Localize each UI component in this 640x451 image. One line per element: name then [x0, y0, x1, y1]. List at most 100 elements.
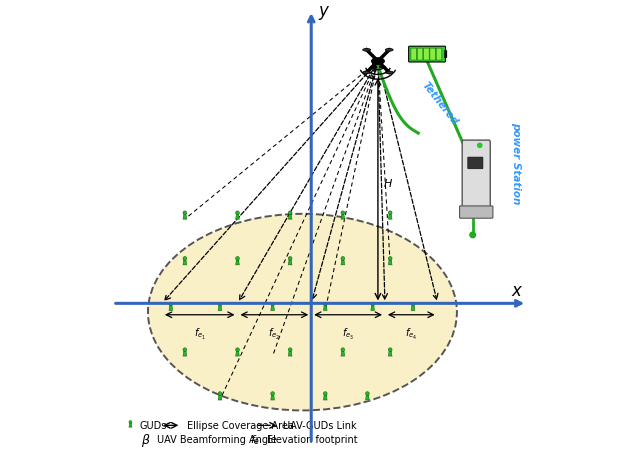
Ellipse shape: [410, 310, 416, 312]
Polygon shape: [341, 352, 344, 356]
Ellipse shape: [364, 400, 371, 401]
Text: Elevation footprint: Elevation footprint: [268, 434, 358, 444]
Ellipse shape: [217, 400, 223, 401]
Ellipse shape: [363, 72, 371, 74]
Text: UAV-GUDs Link: UAV-GUDs Link: [283, 420, 356, 430]
Circle shape: [323, 392, 327, 396]
Circle shape: [271, 392, 275, 396]
FancyBboxPatch shape: [462, 141, 490, 211]
Ellipse shape: [287, 219, 293, 221]
Polygon shape: [323, 306, 327, 311]
Circle shape: [218, 392, 222, 396]
Ellipse shape: [234, 356, 241, 357]
Text: $f_{e_3}$: $f_{e_3}$: [342, 327, 354, 341]
Ellipse shape: [387, 219, 393, 221]
Circle shape: [236, 212, 239, 215]
Polygon shape: [412, 306, 415, 311]
Circle shape: [288, 212, 292, 215]
Text: $H$: $H$: [383, 177, 393, 189]
Polygon shape: [388, 215, 392, 220]
FancyBboxPatch shape: [411, 49, 417, 61]
Circle shape: [341, 212, 345, 215]
Text: $y$: $y$: [318, 5, 331, 23]
Ellipse shape: [287, 356, 293, 357]
Polygon shape: [371, 306, 374, 311]
FancyBboxPatch shape: [430, 49, 435, 61]
Circle shape: [271, 303, 275, 306]
Polygon shape: [236, 261, 239, 265]
Ellipse shape: [269, 400, 276, 401]
Text: GUDs: GUDs: [140, 420, 166, 430]
Circle shape: [365, 392, 369, 396]
Ellipse shape: [217, 310, 223, 312]
Polygon shape: [218, 396, 221, 400]
Text: Ellipse Coverage Area: Ellipse Coverage Area: [187, 420, 294, 430]
Text: $f_e$: $f_e$: [250, 433, 260, 446]
Ellipse shape: [287, 265, 293, 266]
Polygon shape: [183, 261, 187, 265]
Circle shape: [341, 348, 345, 352]
Circle shape: [236, 348, 239, 352]
Ellipse shape: [363, 49, 371, 52]
Ellipse shape: [182, 356, 188, 357]
Text: $f_{e_2}$: $f_{e_2}$: [268, 327, 280, 341]
Ellipse shape: [340, 219, 346, 221]
Polygon shape: [341, 261, 344, 265]
Text: $x$: $x$: [511, 281, 524, 299]
Ellipse shape: [323, 400, 328, 401]
Polygon shape: [341, 215, 344, 220]
FancyBboxPatch shape: [460, 207, 493, 219]
Circle shape: [411, 303, 415, 306]
Circle shape: [183, 212, 187, 215]
Circle shape: [218, 303, 222, 306]
Circle shape: [288, 348, 292, 352]
Circle shape: [388, 348, 392, 352]
Ellipse shape: [340, 265, 346, 266]
Circle shape: [470, 233, 476, 238]
Ellipse shape: [387, 265, 393, 266]
Ellipse shape: [385, 72, 393, 74]
Ellipse shape: [387, 356, 393, 357]
Polygon shape: [271, 396, 275, 400]
Polygon shape: [323, 396, 327, 400]
Circle shape: [477, 144, 482, 148]
Polygon shape: [388, 352, 392, 356]
Ellipse shape: [128, 427, 132, 428]
Text: $\beta$: $\beta$: [141, 431, 151, 448]
Ellipse shape: [385, 49, 393, 52]
Text: Tethered: Tethered: [420, 80, 459, 127]
FancyBboxPatch shape: [409, 47, 445, 63]
Polygon shape: [183, 215, 187, 220]
Ellipse shape: [234, 265, 241, 266]
Ellipse shape: [148, 214, 457, 410]
Polygon shape: [289, 352, 292, 356]
FancyBboxPatch shape: [424, 49, 429, 61]
Circle shape: [341, 257, 345, 261]
Text: UAV Beamforming Angle: UAV Beamforming Angle: [157, 434, 276, 444]
Circle shape: [388, 257, 392, 261]
Ellipse shape: [269, 310, 276, 312]
Polygon shape: [169, 306, 173, 311]
Ellipse shape: [234, 219, 241, 221]
Polygon shape: [271, 306, 275, 311]
FancyBboxPatch shape: [444, 51, 447, 59]
Circle shape: [236, 257, 239, 261]
Ellipse shape: [182, 219, 188, 221]
Circle shape: [288, 257, 292, 261]
Polygon shape: [183, 352, 187, 356]
Ellipse shape: [168, 310, 173, 312]
Polygon shape: [129, 423, 132, 427]
Ellipse shape: [182, 265, 188, 266]
FancyBboxPatch shape: [417, 49, 423, 61]
Circle shape: [371, 303, 374, 306]
Circle shape: [183, 348, 187, 352]
Circle shape: [323, 303, 327, 306]
Circle shape: [129, 421, 132, 423]
Polygon shape: [388, 261, 392, 265]
Circle shape: [169, 303, 173, 306]
Polygon shape: [236, 215, 239, 220]
Text: $f_{e_4}$: $f_{e_4}$: [405, 327, 417, 341]
Text: $f_{e_1}$: $f_{e_1}$: [194, 327, 206, 341]
Polygon shape: [365, 396, 369, 400]
Ellipse shape: [372, 59, 384, 65]
